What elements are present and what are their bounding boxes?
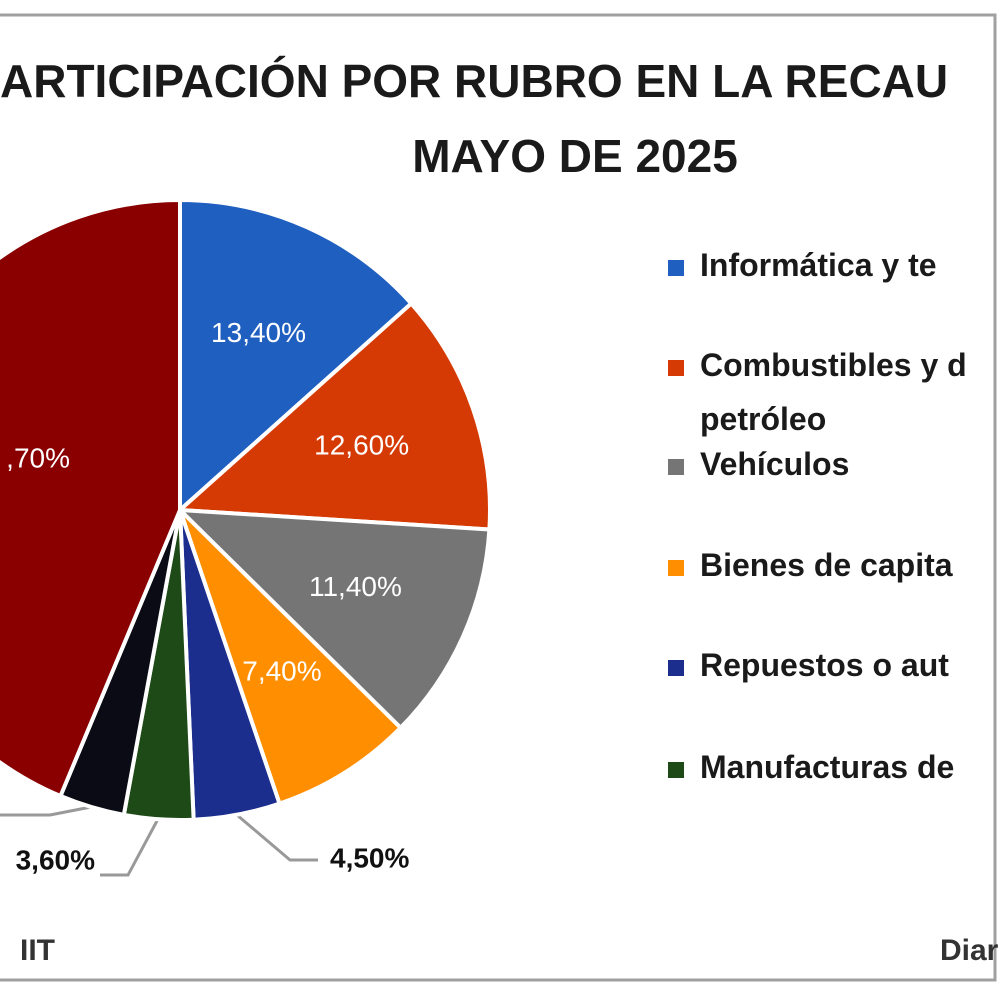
frame	[0, 13, 997, 982]
legend-line: Repuestos o aut	[700, 647, 949, 683]
legend-line: Informática y te	[700, 247, 937, 283]
chart-title: ARTICIPACIÓN POR RUBRO EN LA RECAU	[0, 55, 948, 107]
legend-swatch	[668, 360, 684, 376]
pie-slice	[175, 300, 492, 532]
chart-subtitle: MAYO DE 2025	[412, 130, 738, 182]
legend-line: Manufacturas de	[700, 749, 954, 785]
legend-label: Manufacturas de	[700, 749, 954, 785]
legend-swatch	[668, 560, 684, 576]
legend-line: petróleo	[700, 401, 826, 437]
legend-label: Combustibles y d petróleo	[700, 347, 967, 437]
legend-swatch	[668, 660, 684, 676]
legend-line: Combustibles y d	[700, 347, 967, 383]
leader-line	[0, 805, 92, 817]
credit: Diar	[940, 934, 999, 967]
legend-swatch	[668, 762, 684, 778]
data-label: 3,60%	[16, 844, 95, 875]
pie-slice	[174, 507, 492, 731]
legend-line: Vehículos	[700, 446, 849, 482]
leader-line	[236, 813, 318, 862]
leader-lines	[0, 805, 318, 877]
pie-slice	[178, 197, 415, 515]
data-label: 12,60%	[314, 430, 409, 461]
pie-slice	[178, 508, 404, 807]
legend-swatch	[668, 260, 684, 276]
data-label: 4,50%	[330, 842, 409, 873]
leader-line	[100, 818, 160, 877]
legend-label: Repuestos o aut	[700, 647, 949, 683]
source: IIT	[20, 934, 55, 967]
data-label: 13,40%	[211, 317, 306, 348]
data-label: 11,40%	[309, 571, 402, 602]
pie-slice	[0, 197, 182, 799]
legend-label: Vehículos	[700, 446, 849, 482]
data-label: ,70%	[6, 442, 70, 473]
legend-line: Bienes de capita	[700, 547, 953, 583]
legend-label: Informática y te	[700, 247, 937, 283]
legend-label: Bienes de capita	[700, 547, 953, 583]
data-label: 7,40%	[242, 655, 321, 686]
legend-swatch	[668, 459, 684, 475]
